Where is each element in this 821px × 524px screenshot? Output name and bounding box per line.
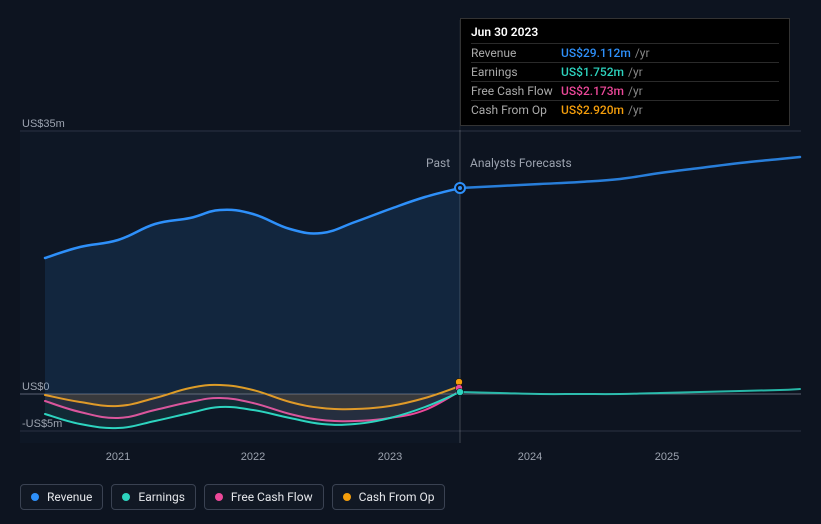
legend-item-cash-from-op[interactable]: Cash From Op: [332, 484, 446, 510]
tooltip-metric-value: US$29.112m: [561, 46, 631, 60]
svg-text:2025: 2025: [655, 451, 679, 463]
svg-text:2023: 2023: [378, 451, 402, 463]
tooltip-metric-unit: /yr: [628, 84, 643, 98]
svg-text:2022: 2022: [241, 451, 265, 463]
tooltip-row: RevenueUS$29.112m/yr: [471, 43, 779, 62]
legend-item-revenue[interactable]: Revenue: [20, 484, 103, 510]
legend-label: Free Cash Flow: [231, 490, 313, 504]
legend-dot: [215, 493, 223, 501]
tooltip-metric-value: US$2.920m: [561, 103, 624, 117]
svg-text:2021: 2021: [106, 451, 130, 463]
tooltip-date: Jun 30 2023: [471, 25, 779, 39]
legend-dot: [31, 493, 39, 501]
legend-dot: [343, 493, 351, 501]
past-section-label: Past: [426, 156, 450, 170]
forecast-section-label: Analysts Forecasts: [470, 156, 572, 170]
legend-label: Cash From Op: [359, 490, 435, 504]
chart-tooltip: Jun 30 2023 RevenueUS$29.112m/yrEarnings…: [460, 18, 790, 126]
tooltip-row: EarningsUS$1.752m/yr: [471, 62, 779, 81]
tooltip-metric-unit: /yr: [628, 65, 643, 79]
tooltip-row: Free Cash FlowUS$2.173m/yr: [471, 81, 779, 100]
chart-legend: Revenue Earnings Free Cash Flow Cash From O…: [20, 484, 445, 510]
legend-item-free-cash-flow[interactable]: Free Cash Flow: [204, 484, 324, 510]
tooltip-row: Cash From OpUS$2.920m/yr: [471, 100, 779, 119]
tooltip-metric-label: Free Cash Flow: [471, 84, 561, 98]
legend-dot: [122, 493, 130, 501]
legend-item-earnings[interactable]: Earnings: [111, 484, 196, 510]
svg-text:US$35m: US$35m: [22, 118, 65, 130]
tooltip-metric-value: US$2.173m: [561, 84, 624, 98]
legend-label: Earnings: [138, 490, 185, 504]
tooltip-metric-label: Cash From Op: [471, 103, 561, 117]
earnings-forecast-chart: US$35mUS$0-US$5m20212022202320242025 Jun…: [0, 0, 821, 524]
svg-text:-US$5m: -US$5m: [22, 418, 62, 430]
svg-text:2024: 2024: [518, 451, 542, 463]
tooltip-metric-unit: /yr: [635, 46, 650, 60]
legend-label: Revenue: [47, 490, 92, 504]
tooltip-metric-unit: /yr: [628, 103, 643, 117]
tooltip-metric-label: Earnings: [471, 65, 561, 79]
tooltip-metric-label: Revenue: [471, 46, 561, 60]
tooltip-metric-value: US$1.752m: [561, 65, 624, 79]
